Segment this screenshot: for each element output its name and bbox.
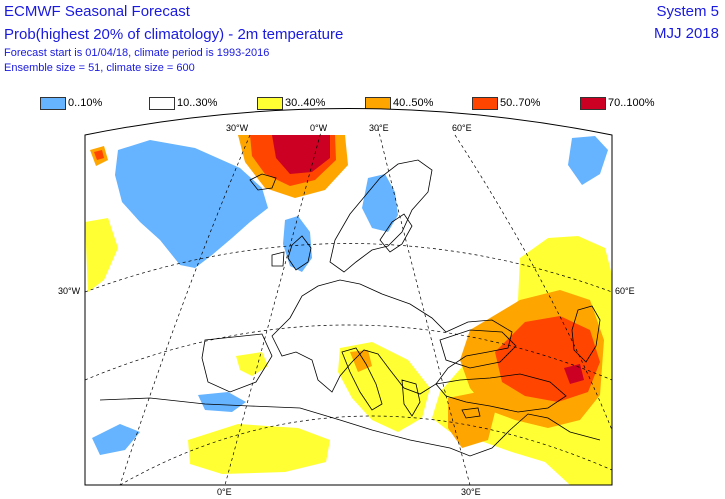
cyprus-coastline xyxy=(461,407,481,419)
meridian-e30 xyxy=(377,127,471,485)
legend-swatch xyxy=(472,97,498,110)
adriatic-orange-region xyxy=(350,350,372,372)
page-title: ECMWF Seasonal Forecast xyxy=(4,3,190,20)
legend-label: 70..100% xyxy=(608,97,655,109)
legend-label: 30..40% xyxy=(285,97,326,109)
parallel-30 xyxy=(119,415,612,485)
scandinavia-coastline xyxy=(329,159,433,273)
greenland-red-spot xyxy=(94,150,104,160)
legend-swatch xyxy=(149,97,175,110)
lon-label-top-e30: 30°E xyxy=(369,123,389,133)
greece-coastline xyxy=(401,379,421,417)
meridian-e60 xyxy=(454,134,612,431)
west-atlantic-yellow-region xyxy=(85,218,118,292)
ensemble-size-info: Ensemble size = 51, climate size = 600 xyxy=(4,62,195,74)
parallel-45 xyxy=(85,324,612,381)
probability-legend: 0..10% 10..30% 30..40% 40..50% 50..70% 7… xyxy=(40,96,700,112)
black-sea-coastline xyxy=(439,329,517,369)
legend-swatch xyxy=(580,97,606,110)
british-isles-coastline xyxy=(271,235,312,271)
coordinate-labels: 30°W 0°W 30°E 60°E 30°W 60°E 0°E 30°E xyxy=(58,123,635,497)
british-isles-blue-region xyxy=(283,216,312,272)
meridian-w30 xyxy=(119,134,251,485)
map-area xyxy=(85,108,612,485)
map-frame xyxy=(84,108,613,486)
forecast-subtitle: Prob(highest 20% of climatology) - 2m te… xyxy=(4,26,344,43)
lon-label-bottom-0: 0°E xyxy=(217,487,232,497)
iberia-coastline xyxy=(201,333,273,393)
prob-70-100-regions xyxy=(272,135,584,384)
forecast-period-label: MJJ 2018 xyxy=(653,25,719,42)
caspian-coastline xyxy=(571,305,601,363)
lon-label-top-w30: 30°W xyxy=(226,123,249,133)
legend-label: 10..30% xyxy=(177,97,218,109)
coastlines xyxy=(99,159,601,457)
europe-mainland-coastline xyxy=(271,279,513,395)
iceland-coastline xyxy=(249,173,277,191)
legend-label: 0..10% xyxy=(68,97,103,109)
atlantic-sw-blue-region xyxy=(92,424,140,455)
lon-label-bottom-e30: 30°E xyxy=(461,487,481,497)
north-africa-coastline xyxy=(99,397,601,457)
western-med-yellow-region xyxy=(236,352,268,376)
legend-swatch xyxy=(257,97,283,110)
legend-label: 40..50% xyxy=(393,97,434,109)
system-label: System 5 xyxy=(656,3,719,20)
graticule xyxy=(85,127,612,485)
turkey-coastline xyxy=(435,373,567,413)
lon-label-left-w30: 30°W xyxy=(58,286,81,296)
north-east-blue-region xyxy=(568,136,608,185)
north-atlantic-blue-region xyxy=(115,140,268,268)
north-atlantic-darkred-region xyxy=(272,135,330,174)
italy-coastline xyxy=(341,347,383,411)
lon-label-right-e60: 60°E xyxy=(615,286,635,296)
gibraltar-blue-region xyxy=(198,392,246,412)
north-africa-yellow-region xyxy=(188,424,330,474)
legend-swatch xyxy=(40,97,66,110)
forecast-start-info: Forecast start is 01/04/18, climate peri… xyxy=(4,47,270,59)
meridian-0 xyxy=(224,127,323,485)
baltic-coastline xyxy=(379,213,413,253)
lon-label-top-0: 0°W xyxy=(310,123,328,133)
lon-label-top-e60: 60°E xyxy=(452,123,472,133)
eastern-med-orange-region xyxy=(448,392,495,448)
caucasus-darkred-spot xyxy=(564,364,584,384)
legend-label: 50..70% xyxy=(500,97,541,109)
